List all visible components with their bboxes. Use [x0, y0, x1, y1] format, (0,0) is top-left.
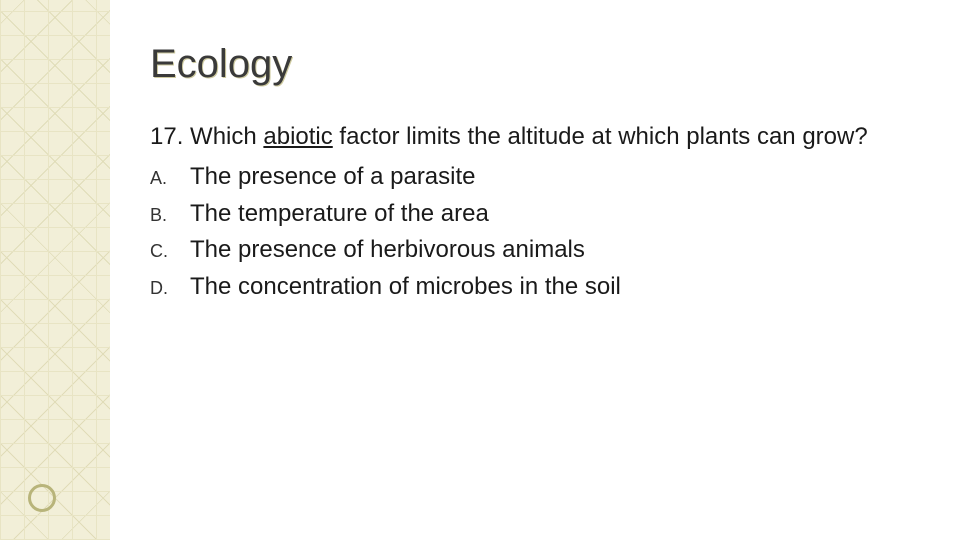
question-number: 17. [150, 123, 183, 150]
question-stem: 17. Which abiotic factor limits the alti… [150, 121, 920, 153]
option-b: B. The temperature of the area [150, 196, 920, 232]
options-list: A. The presence of a parasite B. The tem… [150, 159, 920, 305]
option-text: The temperature of the area [190, 198, 489, 230]
option-text: The concentration of microbes in the soi… [190, 271, 621, 303]
option-c: C. The presence of herbivorous animals [150, 232, 920, 268]
slide-content: Ecology 17. Which abiotic factor limits … [150, 42, 920, 305]
question-underlined: abiotic [263, 123, 332, 150]
option-letter: D. [150, 276, 190, 300]
option-letter: B. [150, 203, 190, 227]
option-text: The presence of herbivorous animals [190, 234, 585, 266]
question-suffix: factor limits the altitude at which plan… [333, 123, 868, 150]
slide-title: Ecology [150, 42, 920, 87]
corner-circle-decor [28, 484, 56, 512]
option-letter: A. [150, 166, 190, 190]
question-prefix: Which [183, 123, 263, 150]
left-pattern-strip [0, 0, 110, 540]
option-a: A. The presence of a parasite [150, 159, 920, 195]
option-letter: C. [150, 239, 190, 263]
option-text: The presence of a parasite [190, 161, 476, 193]
option-d: D. The concentration of microbes in the … [150, 269, 920, 305]
